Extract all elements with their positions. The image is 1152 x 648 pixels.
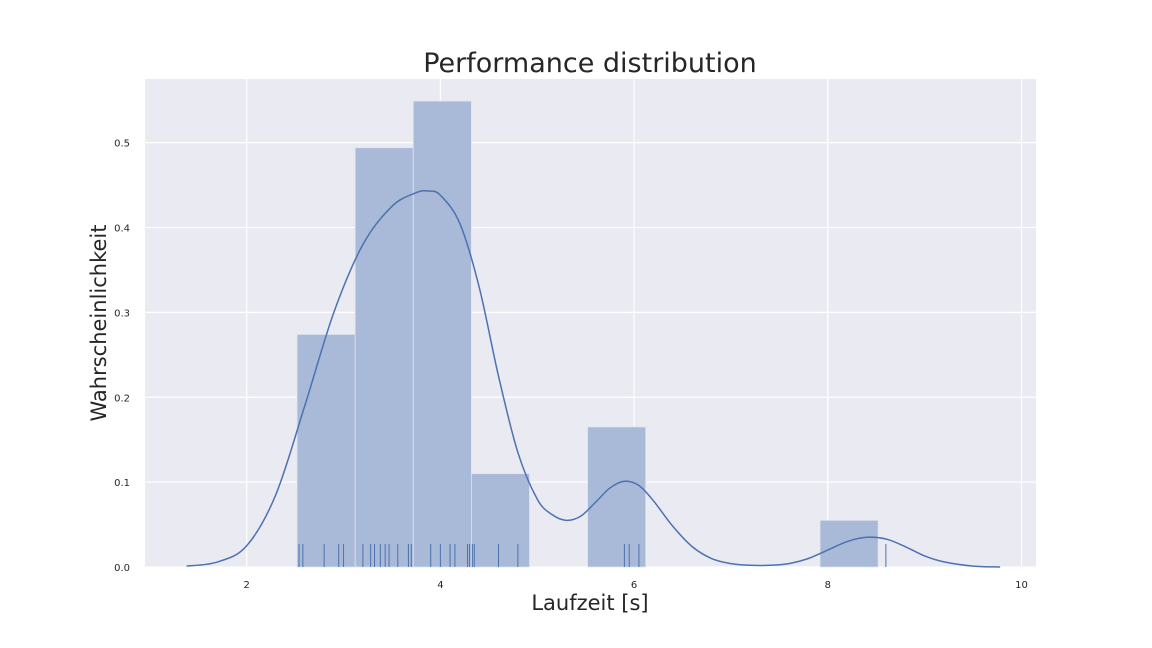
x-tick-label-2: 6 xyxy=(631,580,637,591)
histogram-bars xyxy=(296,100,879,568)
y-tick-label-0: 0.0 xyxy=(114,563,130,574)
y-tick-label-5: 0.5 xyxy=(114,139,130,150)
histogram-bar-5 xyxy=(587,426,647,568)
y-tick-label-3: 0.3 xyxy=(114,308,130,319)
x-tick-label-1: 4 xyxy=(437,580,443,591)
histogram-bar-9 xyxy=(819,519,879,568)
x-tick-label-0: 2 xyxy=(244,580,250,591)
y-axis-label: Wahrscheinlichkeit xyxy=(87,224,111,421)
grid-lines xyxy=(145,79,1036,568)
y-tick-labels: 0.0 0.1 0.2 0.3 0.4 0.5 xyxy=(114,139,130,574)
y-tick-label-2: 0.2 xyxy=(114,393,130,404)
x-tick-label-3: 8 xyxy=(825,580,831,591)
kde-curve xyxy=(186,189,1001,568)
histogram-bar-2 xyxy=(412,100,472,568)
x-tick-label-4: 10 xyxy=(1015,580,1028,591)
rug-marks xyxy=(298,544,887,567)
histogram-bar-3 xyxy=(470,473,530,568)
histogram-bar-0 xyxy=(296,334,356,568)
x-axis-label: Laufzeit [s] xyxy=(531,591,648,615)
x-tick-labels: 2 4 6 8 10 xyxy=(244,580,1028,591)
y-tick-label-1: 0.1 xyxy=(114,478,130,489)
histogram-bar-1 xyxy=(354,147,414,568)
chart-title: Performance distribution xyxy=(423,48,757,79)
y-tick-label-4: 0.4 xyxy=(114,224,130,235)
